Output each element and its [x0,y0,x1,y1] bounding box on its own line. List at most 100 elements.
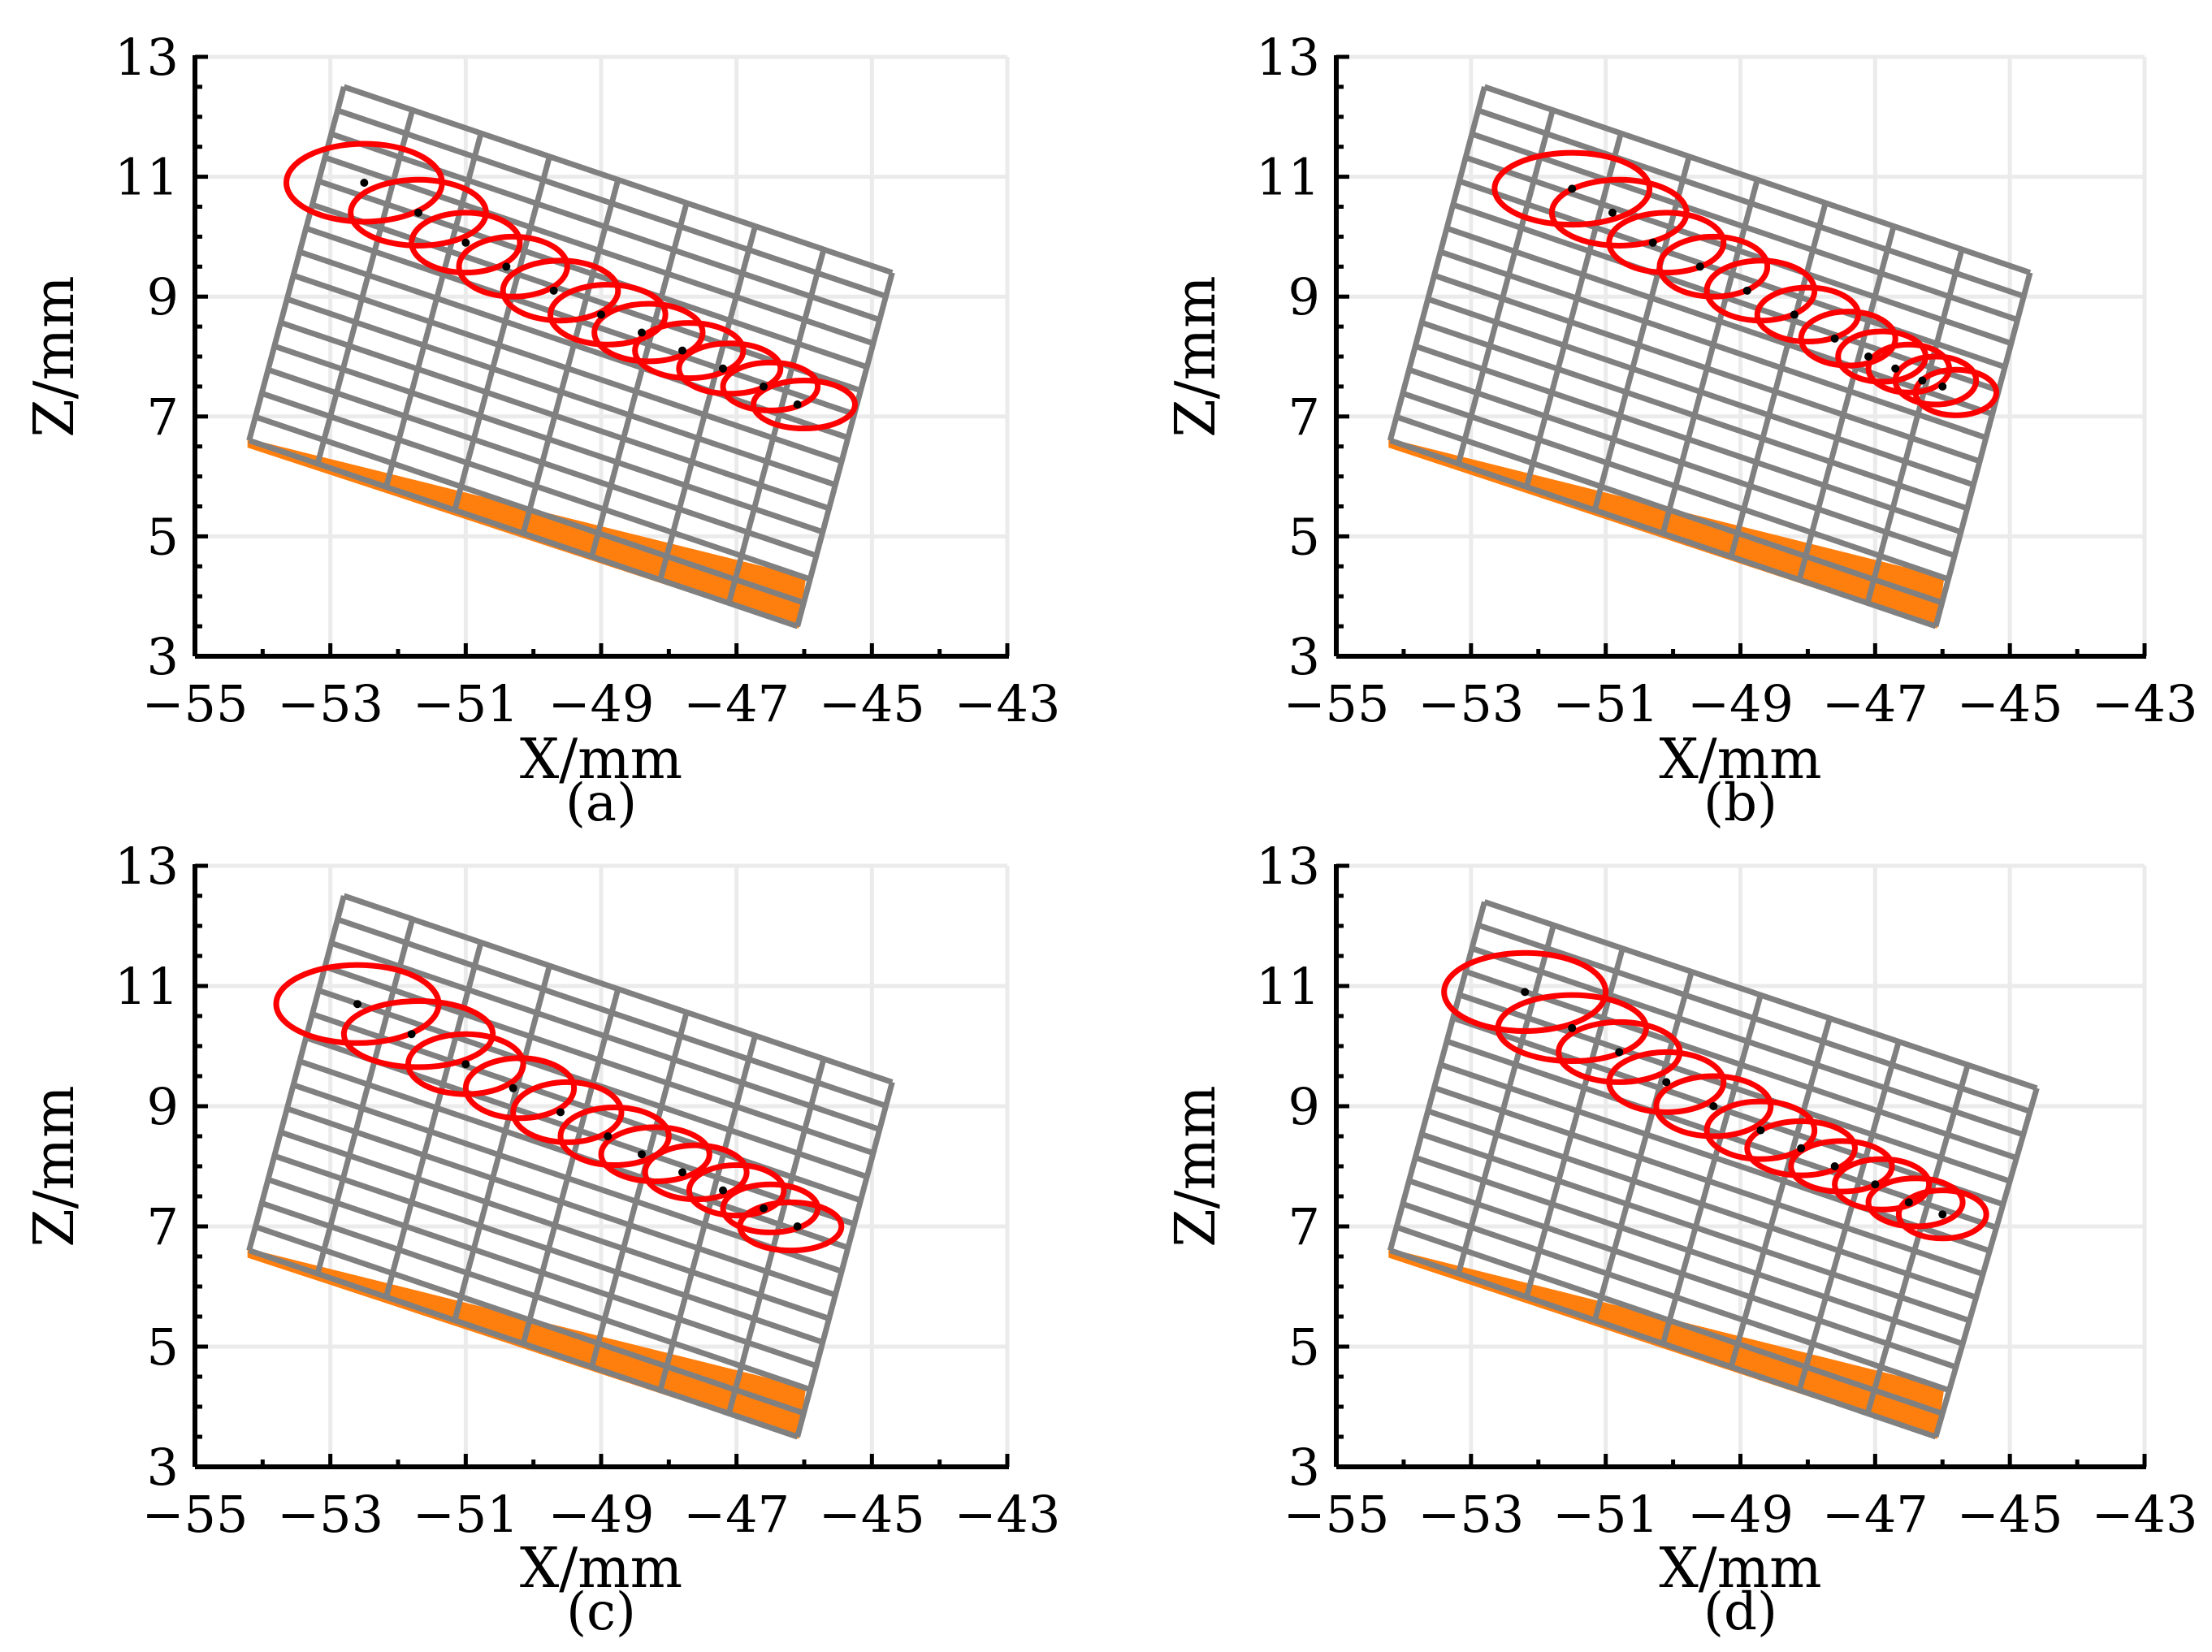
mesh-row-line [1470,945,2024,1138]
mesh-grid [246,893,895,1440]
data-point [678,346,686,355]
data-point [1568,1023,1577,1032]
data-point [793,400,802,409]
data-point [461,1060,470,1069]
ellipse [1653,1073,1774,1140]
chart-panel-a: −55 −53 −51 −49 −47 −45 −43 3 5 7 9 11 13 X/mm Z/mm (a) [23,28,1060,833]
ellipse [548,281,669,348]
mesh-column-line [1660,994,1764,1345]
data-point [1797,1144,1806,1153]
mesh-row-line [248,1248,799,1440]
data-point [1695,262,1704,271]
ellipse [340,998,496,1070]
y-tick-label: 13 [115,837,179,896]
data-point [678,1168,686,1177]
mesh-column-line [1796,225,1897,581]
ticks [1334,54,2147,659]
x-tick-label: −47 [1822,674,1928,733]
point-series [1568,184,1947,391]
panel-caption: (d) [1703,1582,1777,1642]
y-tick-label: 7 [1288,1197,1320,1256]
mesh-column-line [1523,132,1624,488]
ellipse [557,1104,672,1169]
mesh-row-line [343,84,894,275]
x-tick-label: −45 [1957,674,2063,733]
mesh-row-line [292,272,843,465]
ellipse [1832,1156,1933,1213]
chart-panel-c: −55 −53 −51 −49 −47 −45 −43 3 5 7 9 11 13 X/mm Z/mm (c) [23,837,1060,1642]
mesh-row-line [1465,154,2012,347]
mesh-column-line [1455,109,1556,465]
mesh-row-line [286,1105,837,1298]
data-point [414,208,422,217]
x-tick-label: −51 [413,674,519,733]
ellipse [1495,992,1649,1065]
x-tick-label: −43 [954,674,1061,733]
y-axis-title: Z/mm [1164,275,1228,437]
mesh-column-line [657,225,758,581]
ellipse [1798,309,1898,369]
ellipse [591,301,706,365]
ticks [193,863,1010,1469]
mesh-row-line [1426,1108,1977,1300]
ellipse [1606,210,1727,276]
mesh-column-line [314,918,416,1275]
ellipse [1744,1118,1858,1178]
ellipse [642,1142,750,1203]
mesh-row-line [1458,992,2011,1184]
mesh-row-line [254,413,805,606]
ellipse-series [284,141,858,432]
data-point [1830,334,1839,343]
x-tick-label: −49 [548,1485,655,1544]
x-tick-label: −45 [819,1485,925,1544]
mesh-row-line [1483,899,2038,1092]
x-tick-label: −55 [1283,1485,1390,1544]
y-tick-label: 11 [115,957,179,1016]
mesh-row-line [254,1224,805,1416]
ellipse [1441,949,1609,1035]
x-axis-title: X/mm [1659,1537,1821,1601]
data-point [461,238,470,247]
mesh-row-line [1433,272,1981,465]
mesh-row-line [336,916,887,1109]
x-tick-label: −49 [1687,674,1794,733]
x-tick-label: −51 [1552,1485,1659,1544]
x-axis-title: X/mm [520,728,682,792]
mesh-row-line [1445,225,1993,417]
ellipse [1703,1098,1818,1162]
mesh-column-line [725,1057,827,1415]
y-tick-label: 9 [1288,267,1320,327]
x-axis-title: X/mm [520,1537,682,1601]
x-tick-label: −43 [2092,674,2198,733]
data-point [509,1083,517,1092]
ellipse [686,1162,787,1219]
data-point [353,1000,361,1009]
ellipse [510,1079,625,1145]
panel-caption: (c) [566,1582,636,1642]
data-point [760,1204,768,1213]
x-tick-label: −55 [142,1485,249,1544]
ellipse [409,210,523,276]
mesh-column-line [1728,201,1829,558]
mesh-row-line [279,319,830,512]
ellipse [1895,1187,1989,1242]
mesh-grid [1387,899,2040,1440]
data-point [1918,376,1927,385]
data-point [1790,310,1799,319]
y-tick-label: 5 [147,1317,179,1377]
data-point [1521,988,1530,997]
y-tick-label: 13 [115,28,179,87]
ellipse [456,233,570,300]
mesh-row-line [323,154,875,347]
mesh-grid [1387,84,2033,629]
mesh-column-line [1933,271,2033,628]
mesh-row-line [1477,107,2025,300]
data-point [556,1108,565,1117]
y-tick-label: 11 [1256,148,1320,207]
x-axis-title: X/mm [1659,728,1821,792]
mesh-row-line [343,893,894,1085]
y-tick-label: 3 [147,1438,179,1497]
y-tick-label: 11 [1256,957,1320,1016]
mesh-row-line [1483,84,2032,275]
